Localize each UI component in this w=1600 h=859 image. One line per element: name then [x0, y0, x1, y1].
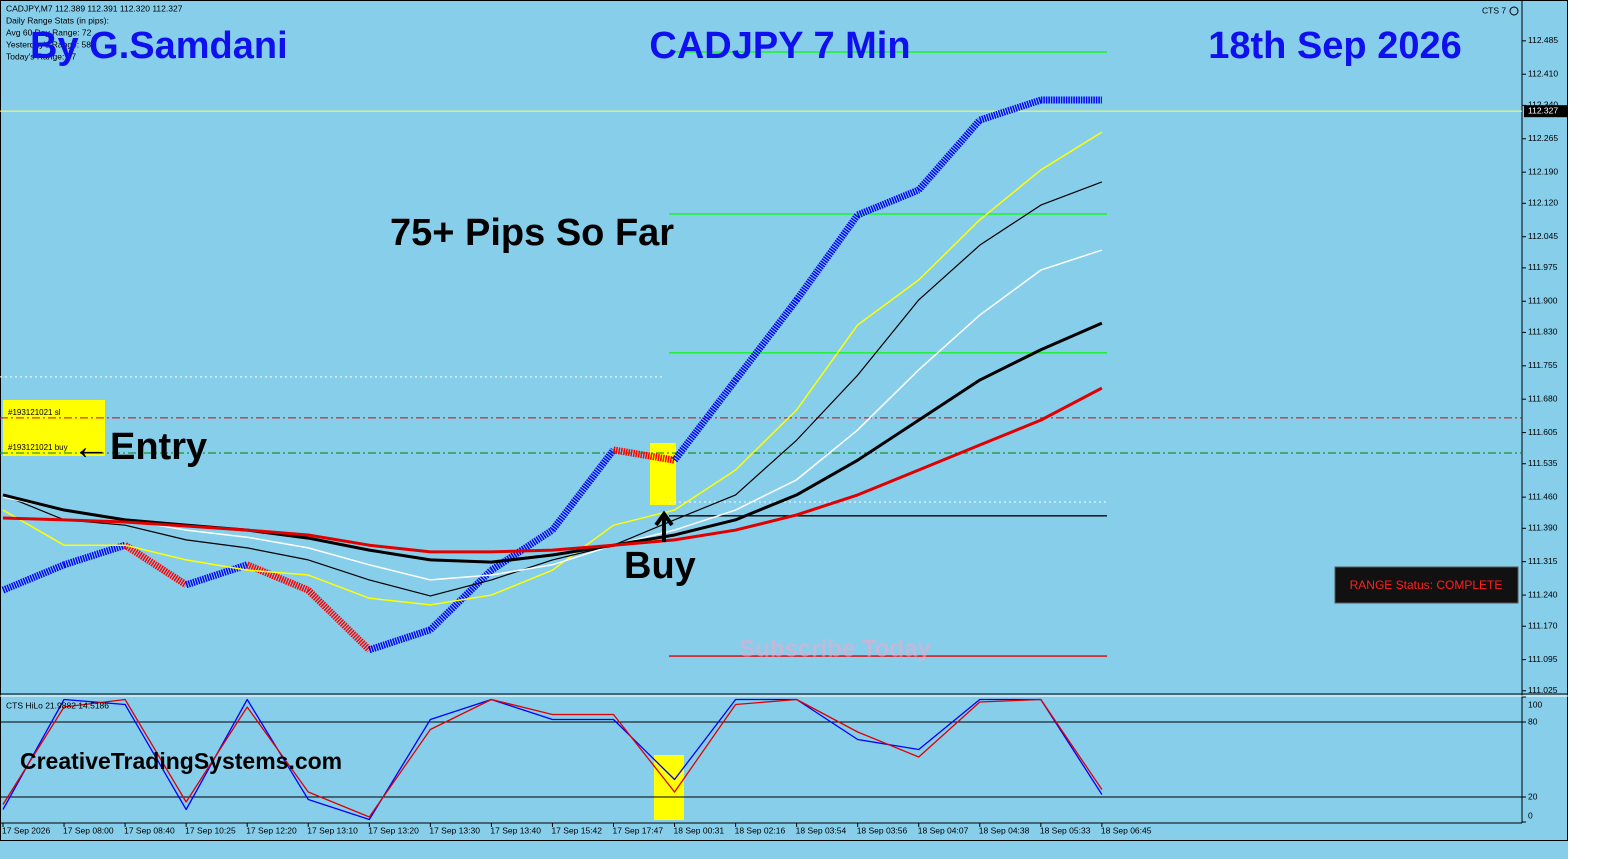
buy-arrow [654, 510, 674, 542]
price-segment [732, 297, 800, 383]
oscillator-line [2, 698, 1103, 821]
current-price-box [1524, 105, 1568, 118]
y-tick-label: 111.170 [1528, 620, 1558, 630]
x-tick-label: 18 Sep 02:16 [735, 825, 786, 835]
stats-line: Today's Range: 97 [6, 51, 76, 61]
y-tick-label: 112.265 [1528, 133, 1558, 143]
stats-line: Yesterday's Range: 58 [6, 39, 91, 49]
x-tick-label: 18 Sep 05:33 [1040, 825, 1091, 835]
current-price-label: 112.327 [1528, 105, 1558, 115]
y-tick-label: 80 [1528, 716, 1538, 726]
price-segment [916, 117, 983, 193]
x-tick-label: 17 Sep 13:20 [368, 825, 419, 835]
price-segment [305, 587, 372, 653]
oscillator-title: CTS HiLo 21.9882 14.5186 [6, 700, 109, 710]
price-segment [368, 626, 432, 654]
x-tick-label: 17 Sep 12:20 [246, 825, 297, 835]
price-segment [489, 527, 555, 574]
price-segment [671, 377, 739, 463]
price-segment [856, 186, 921, 219]
x-tick-label: 18 Sep 04:38 [979, 825, 1030, 835]
y-tick-label: 111.680 [1528, 393, 1558, 403]
moving-average [2, 181, 1103, 597]
y-tick-label: 111.830 [1528, 327, 1558, 337]
indicator-icon [1509, 6, 1519, 16]
price-segment [978, 96, 1042, 124]
stats-title: Daily Range Stats (in pips): [6, 15, 109, 25]
price-segment [1, 561, 66, 594]
x-tick-label: 17 Sep 10:25 [185, 825, 236, 835]
range-status: RANGE Status: COMPLETE [1350, 578, 1503, 592]
author: By G.Samdani [30, 25, 288, 67]
y-tick-label: 112.190 [1528, 166, 1558, 176]
frame [0, 0, 1568, 841]
x-tick-label: 17 Sep 13:40 [490, 825, 541, 835]
y-tick-label: 111.025 [1528, 685, 1558, 695]
y-tick-label: 20 [1528, 791, 1538, 801]
entry-highlight [650, 443, 676, 505]
y-tick-label: 0 [1528, 810, 1533, 820]
indicator-name: CTS 7 [1482, 5, 1506, 15]
y-tick-label: 111.975 [1528, 262, 1558, 272]
price-segment [612, 446, 676, 464]
chart-title: CADJPY 7 Min [649, 25, 910, 67]
moving-average [2, 131, 1103, 606]
moving-average [2, 249, 1103, 581]
y-tick-label: 112.410 [1528, 68, 1558, 78]
y-tick-label: 112.340 [1528, 100, 1558, 110]
date: 18th Sep 2026 [1208, 25, 1461, 67]
x-tick-label: 18 Sep 00:31 [674, 825, 725, 835]
y-tick-label: 111.900 [1528, 296, 1558, 306]
pips-annotation: 75+ Pips So Far [390, 212, 674, 254]
price-segment [549, 447, 617, 533]
x-tick-label: 18 Sep 06:45 [1101, 825, 1152, 835]
x-tick-label: 18 Sep 03:56 [857, 825, 908, 835]
y-tick-label: 100 [1528, 699, 1542, 709]
oscillator-highlight [654, 755, 684, 820]
website-watermark: CreativeTradingSystems.com [20, 748, 342, 774]
y-tick-label: 111.755 [1528, 360, 1558, 370]
range-status-box [1334, 566, 1519, 604]
y-tick-label: 111.535 [1528, 458, 1558, 468]
y-tick-label: 111.240 [1528, 589, 1558, 599]
order-box [3, 400, 105, 456]
order-label: #193121021 sl [8, 408, 61, 417]
y-tick-label: 112.485 [1528, 35, 1558, 45]
y-tick-label: 111.390 [1528, 523, 1558, 533]
y-tick-label: 111.460 [1528, 491, 1558, 501]
buy-annotation: Buy [624, 545, 696, 587]
x-tick-label: 18 Sep 03:54 [796, 825, 847, 835]
price-segment [245, 561, 310, 594]
order-label: #193121021 buy [8, 443, 68, 452]
entry-annotation: ←Entry [72, 426, 207, 468]
y-tick-label: 111.095 [1528, 654, 1558, 664]
symbol-info: CADJPY,M7 112.389 112.391 112.320 112.32… [6, 3, 183, 13]
x-tick-label: 17 Sep 08:00 [63, 825, 114, 835]
x-tick-label: 17 Sep 17:47 [613, 825, 664, 835]
x-tick-label: 17 Sep 15:42 [551, 825, 602, 835]
stats-line: Avg 60 Day Range: 72 [6, 27, 92, 37]
y-tick-label: 112.045 [1528, 231, 1558, 241]
moving-average [2, 386, 1103, 554]
x-tick-label: 17 Sep 13:30 [429, 825, 480, 835]
subscribe-watermark: Subscribe Today [739, 635, 931, 662]
price-segment [62, 541, 127, 569]
x-tick-label: 17 Sep 13:10 [307, 825, 358, 835]
y-tick-label: 111.605 [1528, 427, 1558, 437]
x-tick-label: 17 Sep 2026 [2, 825, 50, 835]
x-tick-label: 17 Sep 08:40 [124, 825, 175, 835]
price-segment [123, 542, 189, 588]
y-tick-label: 111.315 [1528, 556, 1558, 566]
y-tick-label: 112.120 [1528, 198, 1558, 208]
x-tick-label: 18 Sep 04:07 [918, 825, 969, 835]
oscillator-line [2, 698, 1103, 818]
